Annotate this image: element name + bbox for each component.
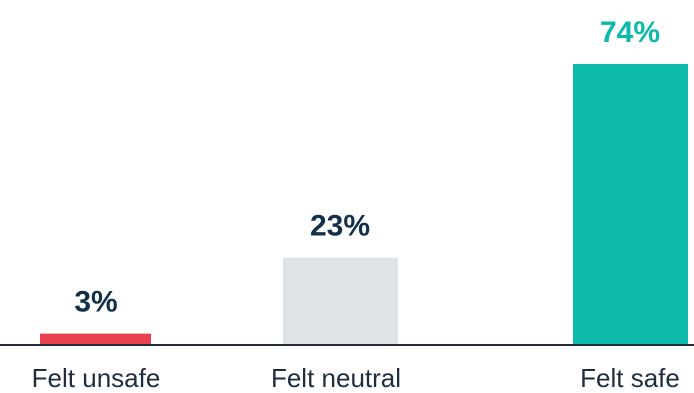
value-labels-group: 3% 23% 74% (74, 16, 660, 319)
bar-felt-safe (573, 64, 688, 345)
category-label: Felt safe (580, 363, 680, 393)
bar-felt-unsafe (40, 333, 151, 345)
category-label: Felt neutral (271, 363, 401, 393)
value-label: 3% (74, 286, 117, 319)
value-label: 74% (600, 16, 660, 49)
value-label: 23% (310, 210, 370, 243)
category-labels-group: Felt unsafe Felt neutral Felt safe (32, 363, 680, 393)
bar-felt-neutral (283, 257, 398, 345)
bars-group (40, 64, 688, 345)
category-label: Felt unsafe (32, 363, 161, 393)
